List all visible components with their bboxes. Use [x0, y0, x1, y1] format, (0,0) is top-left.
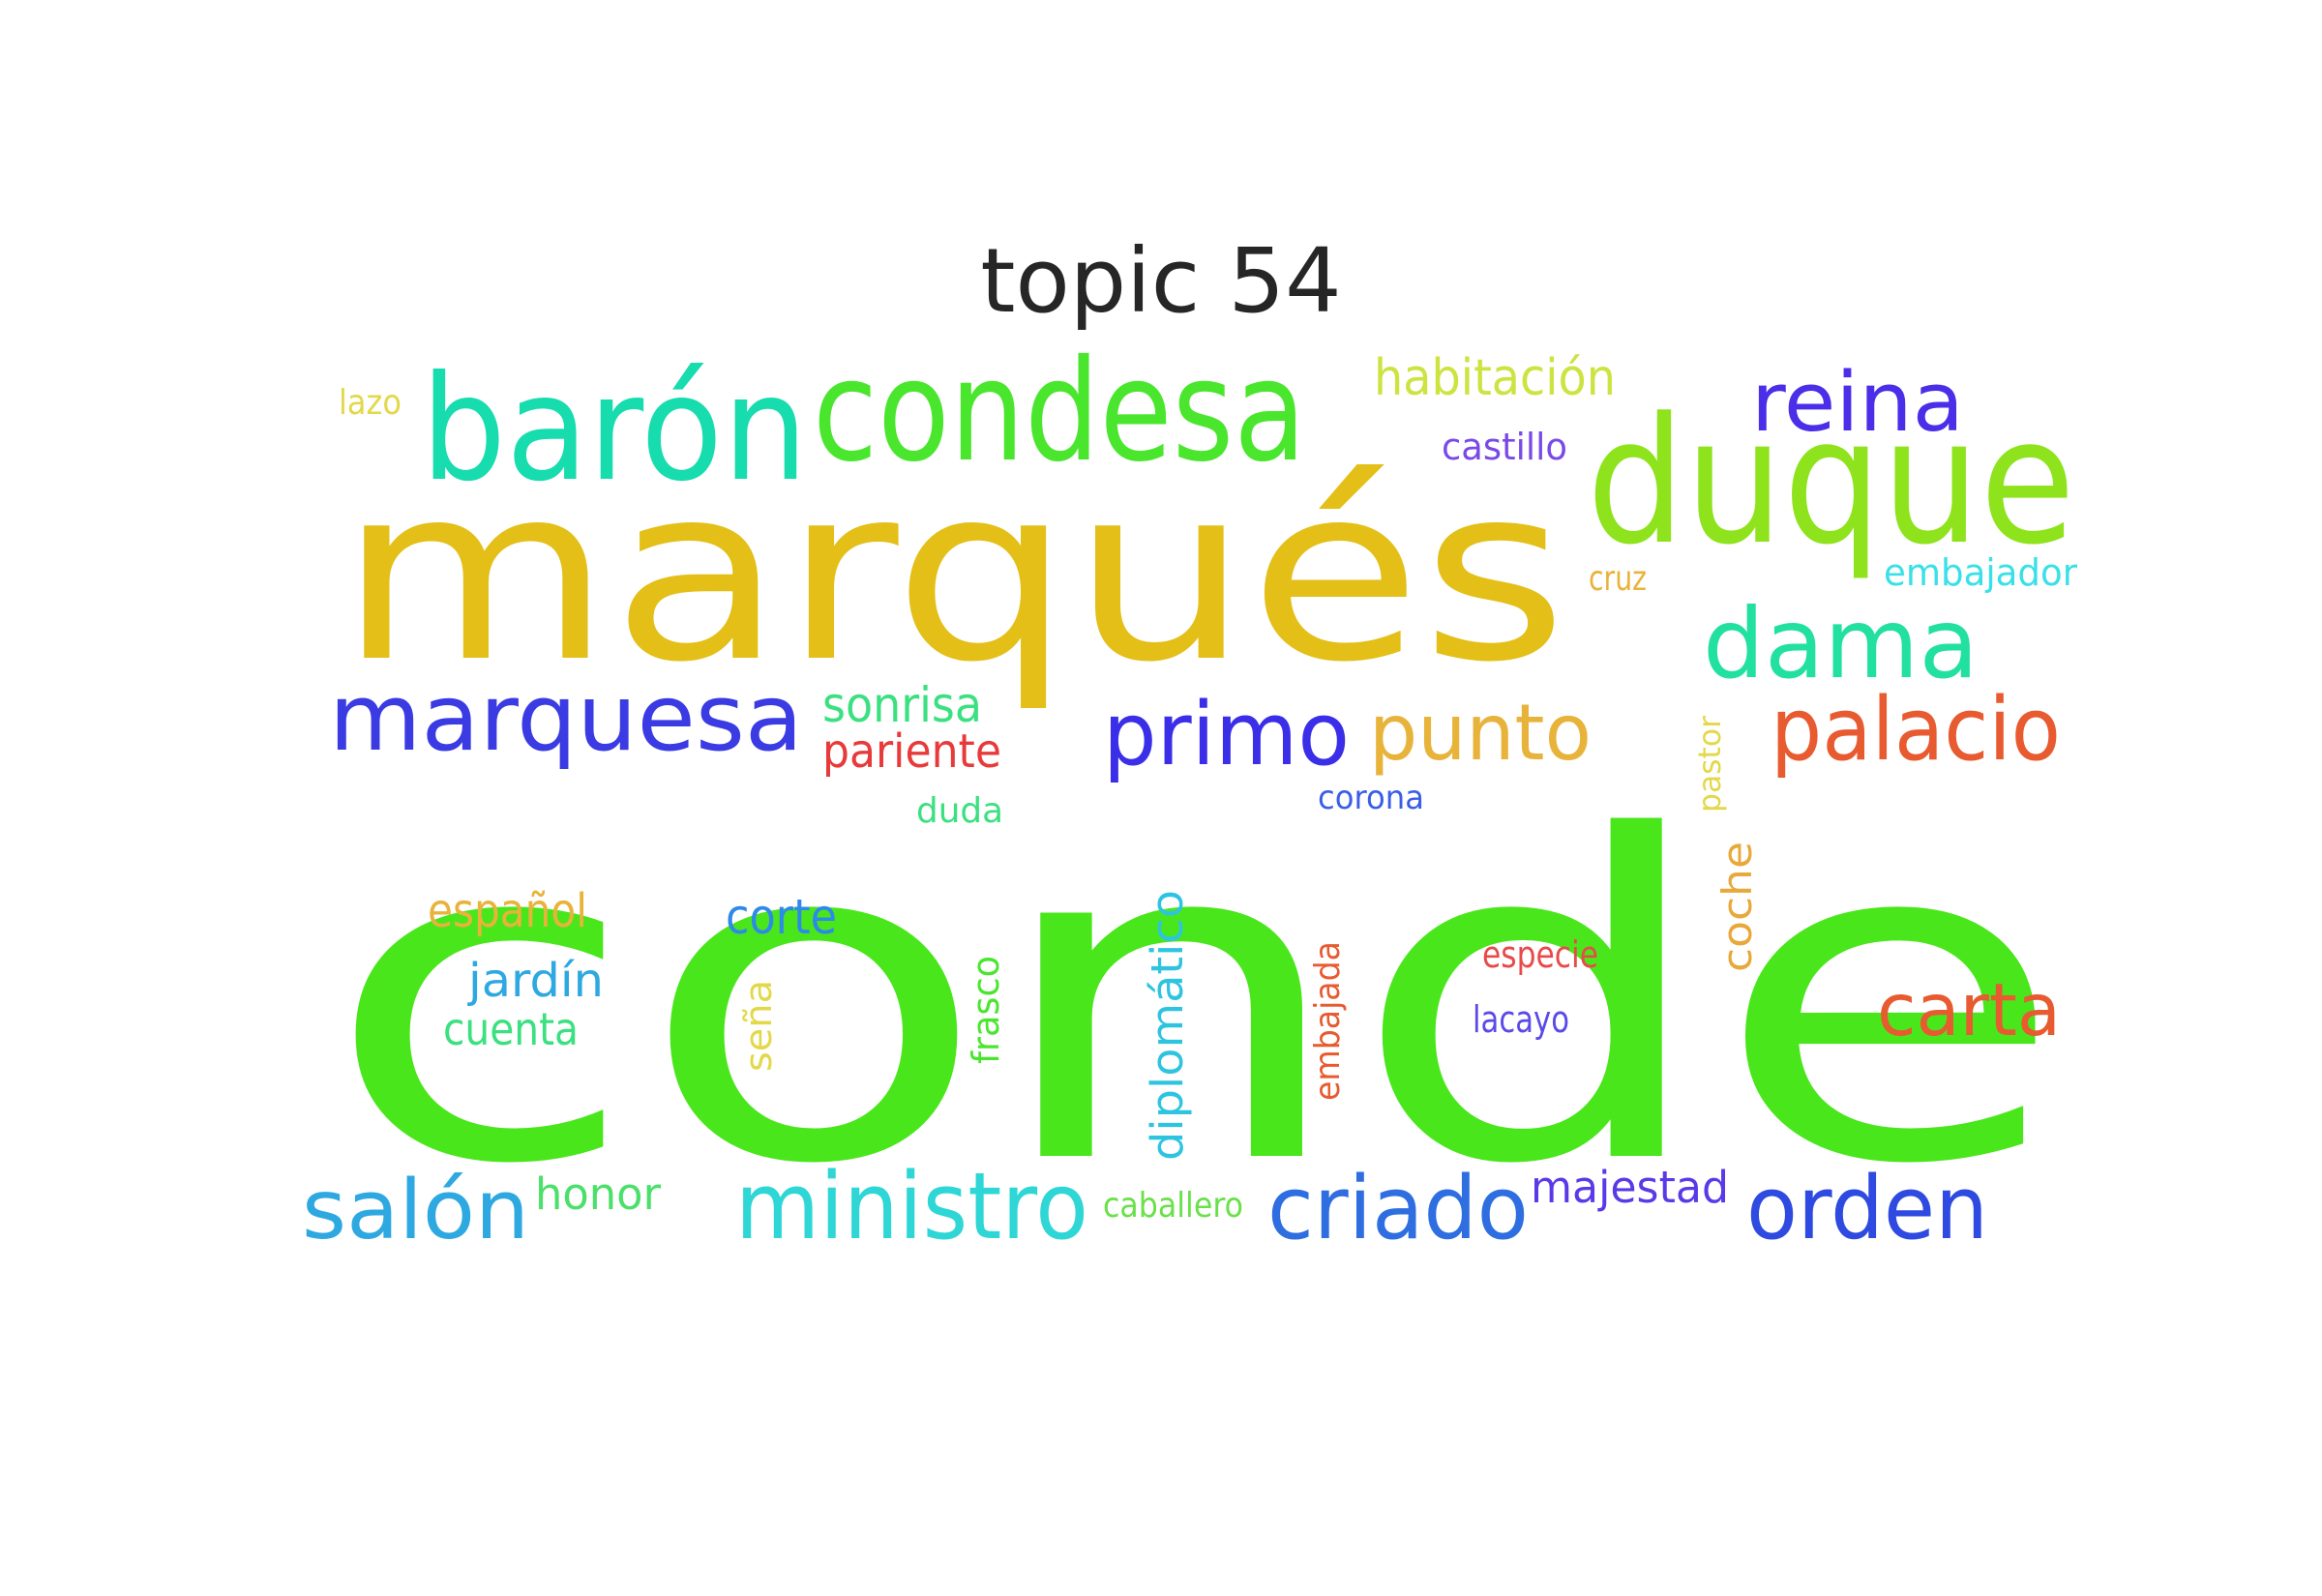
- word-39: majestad: [1531, 1162, 1729, 1213]
- word-23: corona: [1318, 779, 1424, 817]
- word-28: corte: [726, 889, 837, 945]
- word-35: especie: [1482, 933, 1598, 976]
- word-19: pariente: [822, 724, 1001, 779]
- word-16: salón: [302, 1163, 529, 1258]
- word-27: español: [428, 884, 587, 938]
- word-8: reina: [1751, 355, 1964, 451]
- word-34: embajada: [1308, 941, 1348, 1101]
- word-9: palacio: [1771, 679, 2061, 781]
- word-31: seña: [737, 980, 780, 1072]
- word-29: jardín: [467, 954, 604, 1008]
- chart-title: topic 54: [980, 229, 1342, 333]
- word-24: duda: [916, 791, 1003, 831]
- word-18: sonrisa: [822, 677, 982, 733]
- word-36: lacayo: [1473, 998, 1569, 1041]
- word-14: orden: [1746, 1158, 1988, 1259]
- word-33: diplomático: [1142, 890, 1193, 1161]
- word-5: condesa: [813, 330, 1306, 493]
- word-6: marquesa: [329, 665, 803, 772]
- word-15: carta: [1877, 967, 2061, 1052]
- word-11: punto: [1369, 688, 1592, 778]
- word-7: dama: [1703, 587, 1979, 700]
- word-21: embajador: [1884, 551, 2077, 594]
- word-4: barón: [421, 345, 808, 514]
- word-1: conde: [324, 744, 2066, 1261]
- word-30: cuenta: [443, 1003, 579, 1055]
- word-37: honor: [535, 1168, 661, 1220]
- word-25: pastor: [1691, 715, 1728, 813]
- word-12: ministro: [735, 1154, 1088, 1260]
- word-38: caballero: [1103, 1186, 1243, 1226]
- word-22: cruz: [1589, 559, 1647, 599]
- word-26: coche: [1713, 842, 1761, 972]
- word-32: frasco: [965, 956, 1007, 1064]
- word-40: lazo: [339, 383, 402, 423]
- word-3: duque: [1587, 381, 2075, 583]
- word-20: castillo: [1442, 426, 1567, 468]
- word-10: primo: [1103, 684, 1350, 785]
- word-17: habitación: [1374, 349, 1616, 407]
- word-13: criado: [1267, 1158, 1529, 1259]
- word-2: marqués: [339, 433, 1567, 715]
